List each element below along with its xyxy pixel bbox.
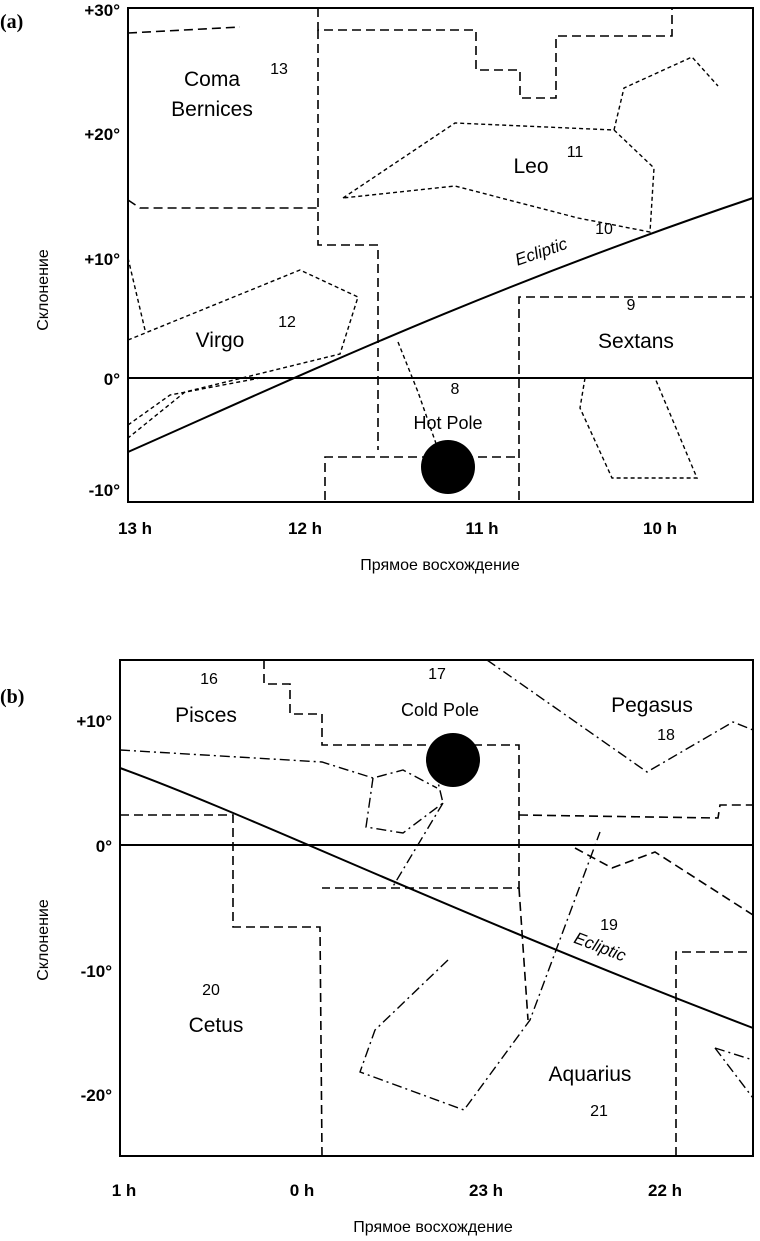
panel-b-ytick-10: +10° [76, 712, 112, 731]
panel-a-boundary-central [317, 30, 379, 450]
panel-b-figure-pegasus [486, 659, 754, 773]
panel-b-figure-circlet [365, 777, 444, 834]
panel-a-ytick-30: +30° [84, 1, 120, 20]
panel-b-number-18: 18 [657, 727, 675, 744]
panel-b-number-16: 16 [200, 671, 218, 688]
panel-a-xtick-10h: 10 h [643, 519, 677, 538]
panel-a-label-bernices: Bernices [171, 98, 253, 121]
panel-a-letter: (a) [0, 11, 23, 33]
panel-a-boundary-coma-top [127, 26, 241, 34]
panel-a-xtick-11h: 11 h [465, 519, 498, 538]
panel-a-ylabel: Склонение [35, 249, 52, 331]
panel-b-number-19: 19 [600, 917, 618, 934]
panel-a-boundary-sextans [518, 296, 753, 500]
panel-a-hot-pole-marker [421, 440, 475, 494]
panel-a-boundary-leo-west [317, 8, 673, 99]
panel-b-label-aquarius: Aquarius [549, 1063, 632, 1086]
panel-b-frame [119, 659, 754, 1157]
panel-a-ytick-0: 0° [104, 370, 120, 389]
panel-b-number-17: 17 [428, 666, 446, 683]
panel-b-ytick-m20: -20° [81, 1086, 113, 1105]
panel-a-ytick-20: +20° [84, 125, 120, 144]
panel-a-ecliptic-label: Ecliptic [513, 234, 571, 270]
panel-b-figure-pisces-line [119, 749, 438, 789]
panel-b-boundary-pisces-cetus [120, 814, 323, 1157]
panel-a-number-10: 10 [595, 221, 613, 238]
panel-b-label-pegasus: Pegasus [611, 694, 693, 717]
panel-b-ytick-m10: -10° [81, 962, 113, 981]
panel-b-figure-aquarius [359, 831, 601, 1111]
panel-a-number-13: 13 [270, 61, 288, 78]
panel-b-figure-southeast [714, 1047, 754, 1061]
panel-a-figure-hydra [579, 377, 699, 479]
panel-b-figure-southeast-2 [714, 1047, 754, 1099]
panel-a-figure-virgo-south [127, 377, 261, 426]
panel-a-xtick-12h: 12 h [288, 519, 322, 538]
panel-a-frame [127, 7, 754, 503]
panel-b-xtick-1h: 1 h [112, 1181, 137, 1200]
panel-b-label-pisces: Pisces [175, 704, 237, 727]
panel-b-xtick-0h: 0 h [290, 1181, 315, 1200]
panel-b-boundary-aquarius-inner [518, 887, 529, 1021]
panel-b-boundary-aquarius-east [518, 804, 753, 819]
panel-a-figure-crater [397, 341, 441, 456]
panel-a-xtick-13h: 13 h [118, 519, 152, 538]
panel-b-figure-link [391, 802, 444, 889]
panel-b-number-21: 21 [590, 1103, 608, 1120]
panel-a-label-virgo: Virgo [196, 329, 245, 352]
panel-a-ytick-m10: -10° [89, 481, 121, 500]
panel-a-label-coma: Coma [184, 68, 240, 91]
panel-b-xlabel: Прямое восхождение [353, 1219, 513, 1236]
panel-a-figure-leo-head [613, 56, 719, 131]
panel-b-ytick-0: 0° [96, 837, 112, 856]
panel-a-label-leo: Leo [513, 155, 548, 178]
panel-b-ecliptic-line [119, 767, 754, 1029]
panel-b-letter: (b) [0, 686, 24, 708]
panel-b-xtick-22h: 22 h [648, 1181, 682, 1200]
panel-a-ecliptic-line [127, 197, 754, 453]
panel-b-cold-pole-marker [426, 733, 480, 787]
panel-a-ytick-10: +10° [84, 250, 120, 269]
panel-b-cold-pole-label: Cold Pole [401, 700, 479, 720]
panel-b-boundary-south-east [675, 951, 753, 1156]
panel-a-label-sextans: Sextans [598, 330, 674, 353]
panel-b-label-cetus: Cetus [189, 1014, 244, 1037]
panel-a-number-9: 9 [627, 297, 636, 314]
panel-a-number-12: 12 [278, 314, 296, 331]
panel-b-ylabel: Склонение [35, 899, 52, 981]
panel-b: (b) +10° 0° -10° -20° 1 h 0 h 23 h 22 h … [0, 659, 754, 1236]
panel-a-figure-leo [342, 122, 655, 233]
panel-a-boundary-coma-virgo [127, 199, 318, 209]
panel-b-boundary-pisces-steps [263, 660, 520, 889]
panel-b-number-20: 20 [202, 982, 220, 999]
panel-a-hot-pole-label: Hot Pole [413, 413, 482, 433]
panel-a-number-8: 8 [451, 381, 460, 398]
panel-a: (a) +30° +20° +10° 0° -10° 13 h 12 h 11 … [0, 1, 754, 574]
panel-a-figure-virgo [127, 269, 359, 439]
panel-b-boundary-pegasus [574, 847, 754, 916]
panel-a-figure-virgo-west [127, 257, 146, 331]
panel-a-xlabel: Прямое восхождение [360, 557, 520, 574]
panel-a-number-11: 11 [567, 144, 584, 161]
panel-b-xtick-23h: 23 h [469, 1181, 503, 1200]
